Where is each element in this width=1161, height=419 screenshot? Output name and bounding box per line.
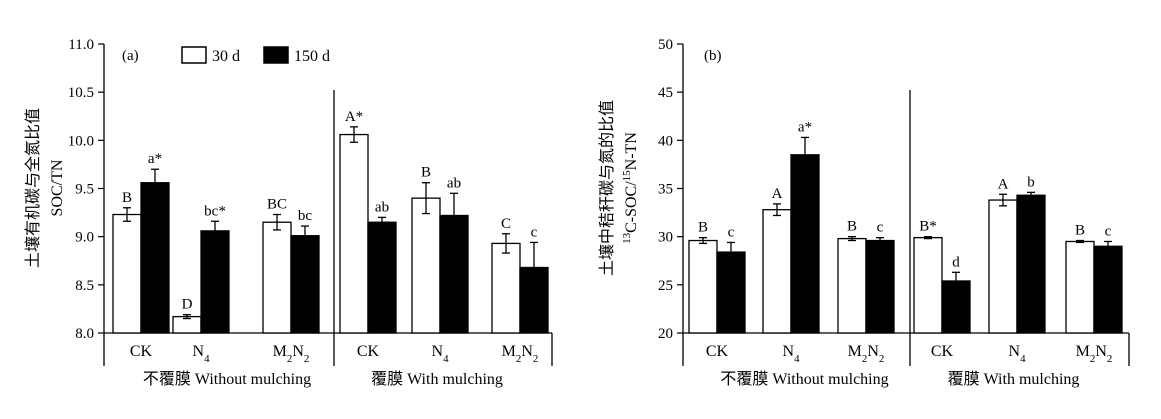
y-tick-label: 8.5 <box>75 278 94 294</box>
bar-150d <box>367 221 397 334</box>
significance-label: B <box>847 219 857 235</box>
significance-label: ab <box>447 175 461 191</box>
bar-30d <box>262 221 292 334</box>
y-tick-label: 50 <box>658 37 673 53</box>
y-tick-label: 25 <box>658 278 673 294</box>
y-tick-label: 10.0 <box>68 133 94 149</box>
category-label: M2N2 <box>502 343 539 365</box>
significance-label: B <box>1075 223 1085 239</box>
group-label: 不覆膜 Without mulching <box>720 370 888 388</box>
category-label: N4 <box>783 343 801 365</box>
bar-30d <box>339 133 369 334</box>
panel-label: (a) <box>122 48 139 64</box>
significance-label: A <box>998 176 1009 192</box>
y-axis-label-en: SOC/TN <box>49 159 66 216</box>
category-label: CK <box>931 343 954 360</box>
panel-a: 8.0 8.5 9.0 9.5 10.0 10.5 11.0 (a) 土壤有机碳与全氮比值 SOC… <box>23 37 553 388</box>
y-tick-label: 9.0 <box>75 230 94 246</box>
bar-30d <box>988 199 1018 334</box>
significance-label: d <box>952 254 960 270</box>
y-tick-label: 30 <box>658 230 673 246</box>
significance-label: b <box>1027 174 1035 190</box>
bar-150d <box>790 154 820 334</box>
significance-label: C <box>501 216 511 232</box>
category-label: M2N2 <box>848 343 885 365</box>
bar-150d <box>865 239 895 334</box>
significance-label: B <box>122 190 132 206</box>
bar-150d <box>140 182 170 334</box>
significance-label: A <box>772 186 783 202</box>
y-tick-label: 40 <box>658 133 673 149</box>
significance-label: bc <box>298 208 313 224</box>
bar-30d <box>688 239 718 334</box>
legend-swatch-30d <box>181 46 207 64</box>
legend-label: 30 d <box>212 48 240 65</box>
bar-30d <box>1065 240 1095 334</box>
significance-label: a* <box>798 119 812 135</box>
bar-30d <box>837 237 867 334</box>
significance-label: c <box>531 224 538 240</box>
significance-label: c <box>728 224 735 240</box>
bar-150d <box>290 235 320 334</box>
category-label: N4 <box>432 343 450 365</box>
significance-label: A* <box>345 109 363 125</box>
significance-label: a* <box>148 151 162 167</box>
category-label: CK <box>130 343 153 360</box>
legend-label: 150 d <box>294 48 330 65</box>
bar-150d <box>200 230 230 334</box>
y-tick-label: 9.5 <box>75 182 94 198</box>
bar-30d <box>762 209 792 334</box>
category-label: N4 <box>1009 343 1027 365</box>
significance-label: BC <box>267 197 287 213</box>
y-axis-label-en: 13C-SOC/15N-TN <box>621 132 640 244</box>
category-label: M2N2 <box>1076 343 1113 365</box>
significance-label: B <box>421 165 431 181</box>
panel-label: (b) <box>704 48 722 64</box>
y-tick-label: 10.5 <box>68 85 94 101</box>
category-label: M2N2 <box>273 343 310 365</box>
y-tick-label: 8.0 <box>75 326 94 342</box>
category-label: N4 <box>193 343 211 365</box>
bar-30d <box>913 236 943 334</box>
bar-150d <box>1016 194 1046 334</box>
panel-b: 20 25 30 35 40 45 50 (b) 土壤中秸秆碳与氮的比值 13C-SOC/15N-… <box>597 37 1130 388</box>
y-axis-label-cn: 土壤中秸秆碳与氮的比值 <box>597 100 616 276</box>
significance-label: c <box>1105 223 1112 239</box>
y-tick-label: 11.0 <box>68 37 94 53</box>
bar-150d <box>1093 245 1123 334</box>
bar-30d <box>491 242 521 334</box>
group-label: 不覆膜 Without mulching <box>143 370 311 388</box>
group-label: 覆膜 With mulching <box>948 370 1080 388</box>
significance-label: B <box>698 220 708 236</box>
bar-30d <box>112 213 142 334</box>
bar-150d <box>716 251 746 334</box>
category-label: CK <box>357 343 380 360</box>
y-tick-label: 20 <box>658 326 673 342</box>
significance-label: D <box>182 297 193 313</box>
significance-label: c <box>877 220 884 236</box>
y-tick-label: 45 <box>658 85 673 101</box>
significance-label: B* <box>919 219 937 235</box>
significance-label: bc* <box>204 203 226 219</box>
y-tick-label: 35 <box>658 182 673 198</box>
significance-label: ab <box>375 199 389 215</box>
category-label: CK <box>706 343 729 360</box>
y-axis-label-cn: 土壤有机碳与全氮比值 <box>23 108 42 268</box>
group-label: 覆膜 With mulching <box>371 370 503 388</box>
legend-swatch-150d <box>263 46 289 64</box>
bar-30d <box>411 197 441 334</box>
